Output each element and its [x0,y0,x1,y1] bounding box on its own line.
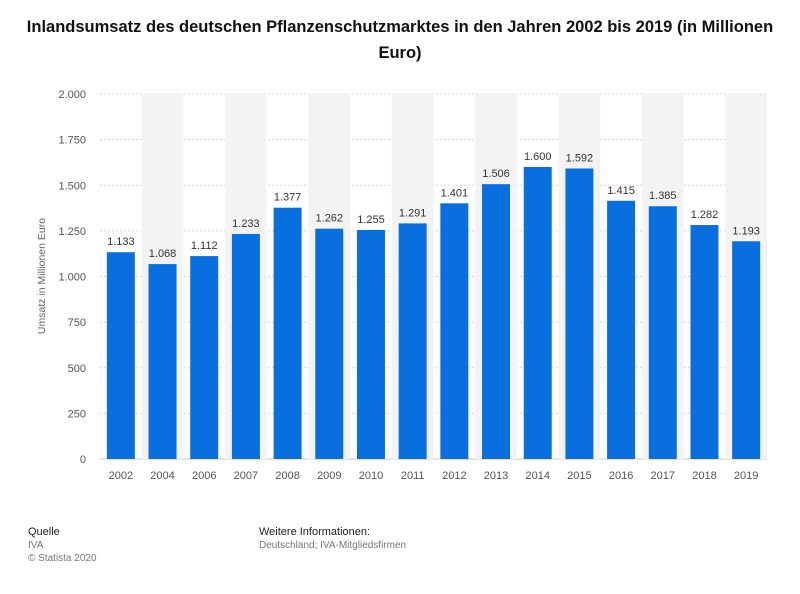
x-tick-label: 2017 [651,470,675,482]
value-label: 1.133 [107,236,135,248]
value-label: 1.068 [149,248,177,260]
x-tick-label: 2008 [275,470,299,482]
info-block: Weitere Informationen: Deutschland; IVA-… [259,526,406,552]
y-tick-label: 2.000 [58,89,86,101]
value-label: 1.600 [524,151,552,163]
source-heading: Quelle [28,526,60,538]
bar-2019 [732,241,761,459]
bar-2010 [356,229,385,459]
x-tick-label: 2012 [442,470,466,482]
value-label: 1.262 [316,213,344,225]
x-tick-label: 2002 [109,470,133,482]
x-tick-label: 2004 [150,470,174,482]
value-label: 1.377 [274,192,302,204]
bar-2012 [440,203,469,459]
bars [106,167,761,459]
y-tick-label: 1.000 [58,272,86,284]
bar-2002 [106,252,135,459]
bar-2018 [690,225,719,459]
info-value: Deutschland; IVA-Mitgliedsfirmen [259,540,407,551]
bar-2004 [148,264,177,459]
bar-2015 [565,168,594,459]
x-tick-label: 2006 [192,470,216,482]
y-tick-label: 750 [68,317,86,329]
value-label: 1.233 [232,218,260,230]
bar-2006 [190,256,219,459]
value-label: 1.401 [441,187,469,199]
x-tick-label: 2009 [317,470,341,482]
bar-2013 [482,184,511,459]
x-axis-ticks: 2002 2004 2006 2007 2008 2009 2010 2011 2012 2013… [109,470,759,482]
y-tick-label: 1.250 [58,226,86,238]
bar-2009 [315,228,344,459]
value-label: 1.255 [357,214,385,226]
value-label: 1.291 [399,207,427,219]
value-label: 1.193 [732,225,760,237]
y-tick-label: 500 [68,363,86,375]
chart-title: Inlandsumsatz des deutschen Pflanzenschu… [26,18,774,62]
y-axis-ticks: 0 250 500 750 1.000 1.250 1.500 1.750 2.000 [58,89,86,466]
bar-2016 [607,200,636,459]
value-label: 1.385 [649,190,677,202]
y-tick-label: 1.750 [58,135,86,147]
copyright: © Statista 2020 [28,553,97,564]
x-tick-label: 2014 [525,470,549,482]
bar-2014 [523,167,552,459]
value-label: 1.282 [691,209,719,221]
y-axis-label: Umsatz in Millionen Euro [36,218,48,334]
value-labels: 1.133 1.068 1.112 1.233 1.377 1.262 1.255 1.291… [107,151,760,260]
value-label: 1.415 [607,185,635,197]
info-heading: Weitere Informationen: [259,526,371,538]
bar-2008 [273,207,302,459]
x-tick-label: 2007 [234,470,258,482]
value-label: 1.506 [482,168,510,180]
y-tick-label: 1.500 [58,180,86,192]
x-tick-label: 2011 [401,470,425,482]
x-tick-label: 2016 [609,470,633,482]
source-block: Quelle IVA © Statista 2020 [28,526,97,565]
bar-2007 [231,233,260,459]
y-tick-label: 250 [68,408,86,420]
y-tick-label: 0 [80,454,86,466]
value-label: 1.112 [191,240,218,252]
x-tick-label: 2013 [484,470,508,482]
bar-2017 [648,206,677,459]
x-tick-label: 2010 [359,470,383,482]
x-tick-label: 2015 [567,470,591,482]
value-label: 1.592 [566,152,594,164]
source-value: IVA [28,540,44,551]
x-tick-label: 2019 [734,470,758,482]
x-tick-label: 2018 [692,470,716,482]
bar-2011 [398,223,427,459]
